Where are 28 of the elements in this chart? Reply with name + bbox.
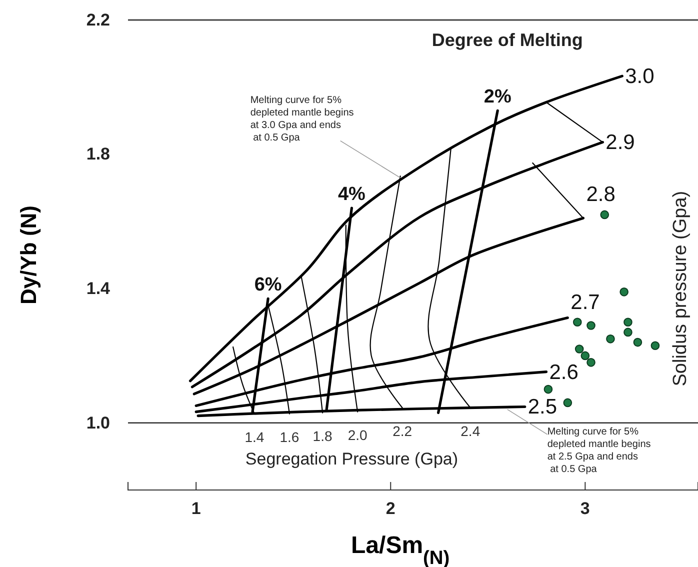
series-label: 3.0	[625, 65, 654, 88]
x-tick-label: 3	[580, 499, 590, 518]
y-tick-label: 2.2	[86, 10, 110, 30]
series-label: 2.9	[606, 131, 635, 154]
annotation: Degree of Melting	[432, 30, 583, 50]
series-label: 2.6	[549, 360, 578, 384]
series-label: 2.4	[460, 422, 480, 439]
y-axis-title: Dy/Yb (N)	[16, 206, 41, 304]
series-label: 2.5	[528, 396, 558, 419]
y-tick-label: 1.0	[86, 413, 110, 432]
series-label: 2%	[484, 86, 512, 108]
series-label: 2.0	[348, 426, 368, 443]
y-tick-label: 1.8	[86, 144, 110, 164]
series-label: 4%	[338, 184, 366, 205]
series-label: 2.8	[586, 183, 616, 206]
annotation: Melting curve for 5% depleted mantle begins at 2.5 Gpa and ends at 0.5 Gpa	[547, 426, 651, 475]
series-label: 2.7	[570, 290, 600, 314]
series-label: 2.2	[392, 422, 412, 439]
x-tick-label: 1	[191, 499, 201, 518]
y-tick-label: 1.4	[86, 279, 111, 298]
annotation: Segregation Pressure (Gpa)	[245, 449, 458, 468]
series-label: 6%	[254, 274, 282, 296]
annotation: Melting curve for 5% depleted mantle begins at 3.0 Gpa and ends at 0.5 Gpa	[250, 94, 354, 144]
x-tick-label: 2	[386, 499, 396, 518]
series-label: 1.6	[280, 428, 300, 445]
y2-axis-title: Solidus pressure (Gpa)	[670, 190, 691, 386]
series-label: 1.8	[312, 428, 332, 444]
series-label: 1.4	[244, 428, 264, 445]
